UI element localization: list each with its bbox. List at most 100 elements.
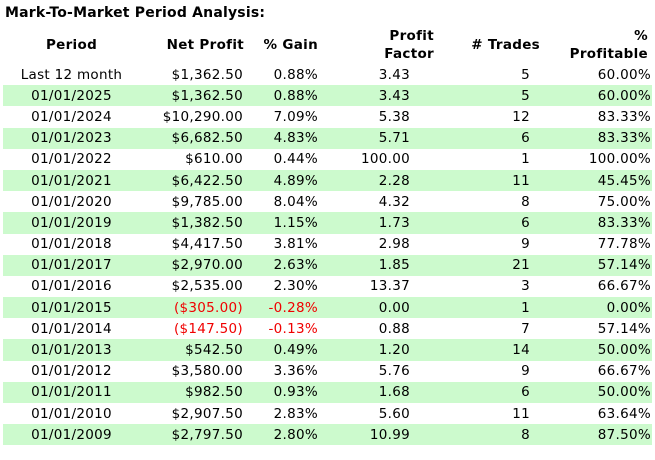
pct-gain-cell: 0.49% bbox=[273, 342, 318, 359]
pct-gain-cell: 2.63% bbox=[273, 257, 318, 274]
table-row: 01/01/2014 ($147.50) -0.13% 0.88 7 57.14… bbox=[3, 318, 652, 339]
table-row: Last 12 month $1,362.50 0.88% 3.43 5 60.… bbox=[3, 64, 652, 85]
num-trades-cell: 6 bbox=[521, 384, 530, 401]
profit-factor-cell: 3.43 bbox=[378, 87, 410, 104]
pct-gain-cell: 0.88% bbox=[273, 66, 318, 83]
pct-profitable-cell: 45.45% bbox=[597, 172, 651, 189]
net-profit-cell: $610.00 bbox=[185, 151, 243, 168]
period-cell: 01/01/2017 bbox=[31, 257, 112, 274]
table-row: 01/01/2019 $1,382.50 1.15% 1.73 6 83.33% bbox=[3, 212, 652, 234]
num-trades-cell: 8 bbox=[521, 193, 530, 210]
profit-factor-cell: 5.76 bbox=[378, 363, 410, 380]
pct-profitable-cell: 66.67% bbox=[597, 278, 651, 295]
profit-factor-cell: 1.68 bbox=[378, 384, 410, 401]
period-cell: 01/01/2011 bbox=[31, 384, 112, 401]
pct-gain-cell: 2.83% bbox=[273, 405, 318, 422]
pct-gain-cell: 0.88% bbox=[273, 87, 318, 104]
net-profit-cell: $4,417.50 bbox=[171, 236, 243, 253]
period-cell: 01/01/2009 bbox=[31, 426, 112, 443]
num-trades-cell: 9 bbox=[521, 236, 530, 253]
table-row: 01/01/2021 $6,422.50 4.89% 2.28 11 45.45… bbox=[3, 169, 652, 192]
period-cell: 01/01/2015 bbox=[31, 299, 112, 316]
profit-factor-cell: 13.37 bbox=[369, 278, 410, 295]
column-header-period: Period bbox=[45, 36, 98, 53]
profit-factor-cell: 2.98 bbox=[378, 236, 410, 253]
pct-profitable-cell: 0.00% bbox=[606, 299, 651, 316]
num-trades-cell: 1 bbox=[521, 151, 530, 168]
net-profit-cell: ($305.00) bbox=[173, 299, 243, 316]
table-row: 01/01/2024 $10,290.00 7.09% 5.38 12 83.3… bbox=[3, 106, 652, 127]
table-row: 01/01/2012 $3,580.00 3.36% 5.76 9 66.67% bbox=[3, 361, 652, 382]
profit-factor-cell: 5.60 bbox=[378, 405, 410, 422]
net-profit-cell: $3,580.00 bbox=[171, 363, 243, 380]
table-body: Last 12 month $1,362.50 0.88% 3.43 5 60.… bbox=[3, 64, 652, 446]
table-row: 01/01/2025 $1,362.50 0.88% 3.43 5 60.00% bbox=[3, 85, 652, 107]
pct-gain-cell: 1.15% bbox=[273, 214, 318, 231]
table-row: 01/01/2009 $2,797.50 2.80% 10.99 8 87.50… bbox=[3, 424, 652, 446]
column-header-pct-gain: % Gain bbox=[263, 36, 318, 53]
profit-factor-cell: 1.20 bbox=[378, 342, 410, 359]
pct-gain-cell: 3.36% bbox=[273, 363, 318, 380]
num-trades-cell: 7 bbox=[521, 320, 530, 337]
profit-factor-cell: 0.00 bbox=[378, 299, 410, 316]
pct-gain-cell: 2.80% bbox=[273, 426, 318, 443]
pct-profitable-cell: 60.00% bbox=[597, 87, 651, 104]
profit-factor-cell: 1.73 bbox=[378, 214, 410, 231]
pct-gain-cell: 8.04% bbox=[273, 193, 318, 210]
profit-factor-cell: 3.43 bbox=[378, 66, 410, 83]
period-cell: 01/01/2020 bbox=[31, 193, 112, 210]
period-cell: 01/01/2024 bbox=[31, 108, 112, 125]
column-header-profit-factor: Profit Factor bbox=[384, 28, 434, 62]
profit-factor-cell: 5.38 bbox=[378, 108, 410, 125]
table-header-row: Period Net Profit % Gain Profit Factor #… bbox=[3, 27, 652, 64]
net-profit-cell: $1,382.50 bbox=[171, 214, 243, 231]
num-trades-cell: 21 bbox=[512, 257, 530, 274]
pct-profitable-cell: 63.64% bbox=[597, 405, 651, 422]
period-cell: 01/01/2021 bbox=[31, 172, 112, 189]
num-trades-cell: 5 bbox=[521, 66, 530, 83]
net-profit-cell: $9,785.00 bbox=[171, 193, 243, 210]
pct-gain-cell: 0.44% bbox=[273, 151, 318, 168]
net-profit-cell: ($147.50) bbox=[173, 320, 243, 337]
num-trades-cell: 5 bbox=[521, 87, 530, 104]
net-profit-cell: $1,362.50 bbox=[171, 87, 243, 104]
net-profit-cell: $982.50 bbox=[185, 384, 243, 401]
net-profit-cell: $2,797.50 bbox=[171, 426, 243, 443]
column-header-num-trades: # Trades bbox=[471, 36, 540, 53]
profit-factor-cell: 1.85 bbox=[378, 257, 410, 274]
period-cell: Last 12 month bbox=[20, 66, 123, 83]
num-trades-cell: 8 bbox=[521, 426, 530, 443]
table-row: 01/01/2018 $4,417.50 3.81% 2.98 9 77.78% bbox=[3, 234, 652, 255]
page-title: Mark-To-Market Period Analysis: bbox=[5, 5, 266, 21]
period-cell: 01/01/2014 bbox=[31, 320, 112, 337]
table-row: 01/01/2017 $2,970.00 2.63% 1.85 21 57.14… bbox=[3, 254, 652, 276]
pct-profitable-cell: 50.00% bbox=[597, 384, 651, 401]
table-row: 01/01/2013 $542.50 0.49% 1.20 14 50.00% bbox=[3, 339, 652, 361]
profit-factor-cell: 10.99 bbox=[369, 426, 410, 443]
column-header-net-profit: Net Profit bbox=[166, 36, 244, 53]
net-profit-cell: $10,290.00 bbox=[162, 108, 243, 125]
pct-profitable-cell: 87.50% bbox=[597, 426, 651, 443]
pct-gain-cell: 4.83% bbox=[273, 130, 318, 147]
period-cell: 01/01/2018 bbox=[31, 236, 112, 253]
net-profit-cell: $1,362.50 bbox=[171, 66, 243, 83]
profit-factor-cell: 0.88 bbox=[378, 320, 410, 337]
profit-factor-cell: 4.32 bbox=[378, 193, 410, 210]
pct-profitable-cell: 60.00% bbox=[597, 66, 651, 83]
net-profit-cell: $2,970.00 bbox=[171, 257, 243, 274]
net-profit-cell: $6,422.50 bbox=[171, 172, 243, 189]
period-cell: 01/01/2025 bbox=[31, 87, 112, 104]
period-analysis-table: Period Net Profit % Gain Profit Factor #… bbox=[3, 27, 652, 446]
num-trades-cell: 3 bbox=[521, 278, 530, 295]
pct-profitable-cell: 57.14% bbox=[597, 320, 651, 337]
table-row: 01/01/2023 $6,682.50 4.83% 5.71 6 83.33% bbox=[3, 127, 652, 149]
table-row: 01/01/2016 $2,535.00 2.30% 13.37 3 66.67… bbox=[3, 276, 652, 297]
pct-profitable-cell: 50.00% bbox=[597, 342, 651, 359]
period-cell: 01/01/2022 bbox=[31, 151, 112, 168]
pct-profitable-cell: 66.67% bbox=[597, 363, 651, 380]
pct-profitable-cell: 77.78% bbox=[597, 236, 651, 253]
period-cell: 01/01/2013 bbox=[31, 342, 112, 359]
net-profit-cell: $6,682.50 bbox=[171, 130, 243, 147]
table-row: 01/01/2010 $2,907.50 2.83% 5.60 11 63.64… bbox=[3, 403, 652, 424]
column-header-pct-profitable: % Profitable bbox=[569, 28, 648, 62]
